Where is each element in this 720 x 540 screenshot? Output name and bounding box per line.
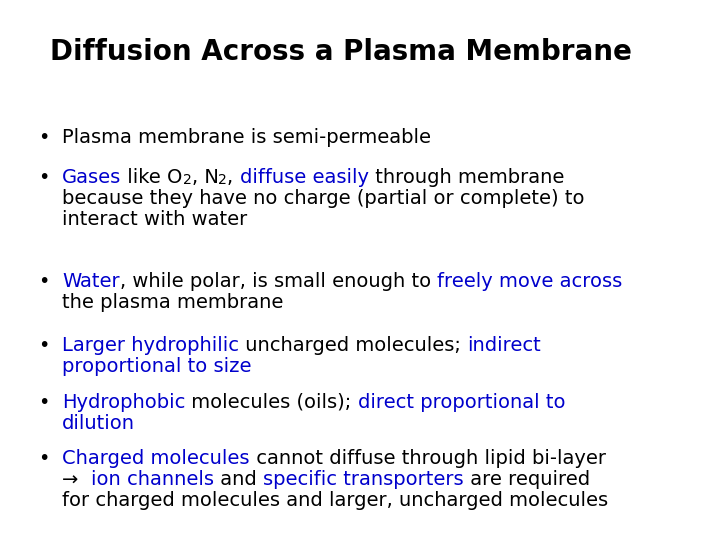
Text: •: •: [38, 393, 50, 412]
Text: Plasma membrane is semi-permeable: Plasma membrane is semi-permeable: [62, 128, 431, 147]
Text: direct proportional to: direct proportional to: [358, 393, 565, 412]
Text: interact with water: interact with water: [62, 210, 247, 229]
Text: •: •: [38, 128, 50, 147]
Text: •: •: [38, 336, 50, 355]
Text: •: •: [38, 449, 50, 468]
Text: because they have no charge (partial or complete) to: because they have no charge (partial or …: [62, 189, 585, 208]
Text: ,: ,: [228, 168, 240, 187]
Text: indirect: indirect: [467, 336, 541, 355]
Text: Water: Water: [62, 272, 120, 291]
Text: uncharged molecules;: uncharged molecules;: [239, 336, 467, 355]
Text: and: and: [214, 470, 263, 489]
Text: freely move across: freely move across: [437, 272, 622, 291]
Text: Charged molecules: Charged molecules: [62, 449, 250, 468]
Text: ion channels: ion channels: [91, 470, 214, 489]
Text: cannot diffuse through lipid bi-layer: cannot diffuse through lipid bi-layer: [250, 449, 606, 468]
Text: •: •: [38, 168, 50, 187]
Text: Diffusion Across a Plasma Membrane: Diffusion Across a Plasma Membrane: [50, 38, 632, 66]
Text: are required: are required: [464, 470, 590, 489]
Text: proportional to size: proportional to size: [62, 357, 251, 376]
Text: specific transporters: specific transporters: [263, 470, 464, 489]
Text: molecules (oils);: molecules (oils);: [185, 393, 358, 412]
Text: 2: 2: [183, 172, 192, 186]
Text: for charged molecules and larger, uncharged molecules: for charged molecules and larger, unchar…: [62, 491, 608, 510]
Text: diffuse easily: diffuse easily: [240, 168, 369, 187]
Text: •: •: [38, 272, 50, 291]
Text: dilution: dilution: [62, 414, 135, 433]
Text: , N: , N: [192, 168, 218, 187]
Text: →: →: [62, 470, 91, 489]
Text: Larger hydrophilic: Larger hydrophilic: [62, 336, 239, 355]
Text: the plasma membrane: the plasma membrane: [62, 293, 284, 312]
Text: 2: 2: [218, 172, 228, 186]
Text: like O: like O: [121, 168, 183, 187]
Text: , while polar, is small enough to: , while polar, is small enough to: [120, 272, 437, 291]
Text: Gases: Gases: [62, 168, 121, 187]
Text: through membrane: through membrane: [369, 168, 564, 187]
Text: Hydrophobic: Hydrophobic: [62, 393, 185, 412]
